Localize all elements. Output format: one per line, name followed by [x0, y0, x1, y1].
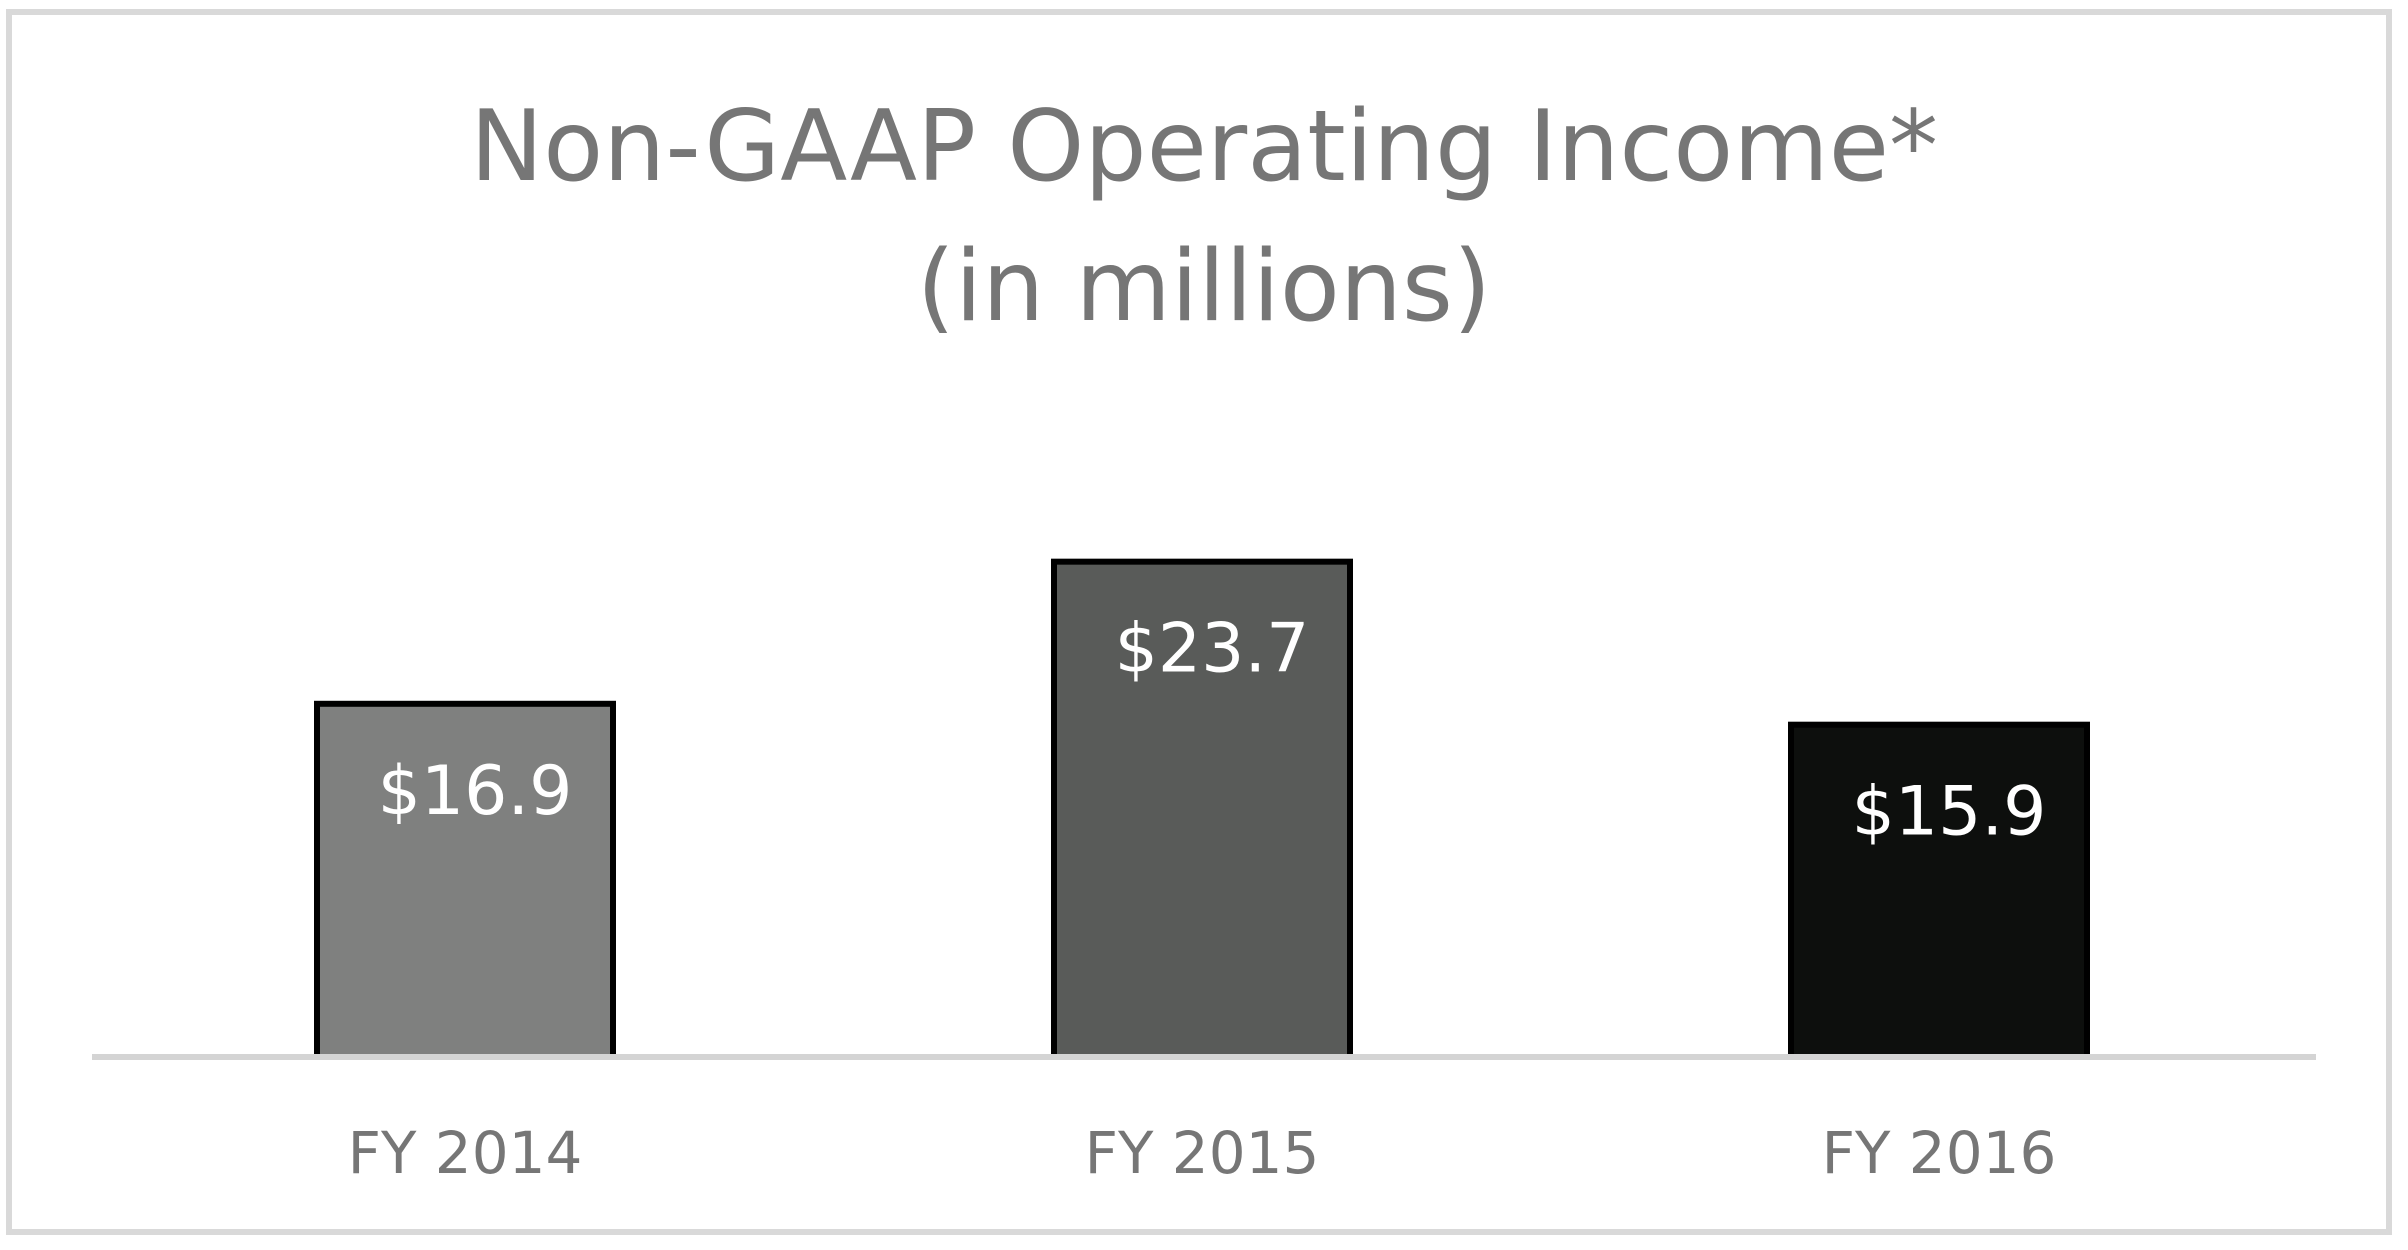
x-tick-label-fy-2015: FY 2015 — [1085, 1119, 1320, 1187]
bar-fy-2014 — [314, 700, 616, 1060]
chart-subtitle: (in millions) — [916, 230, 1492, 344]
labels-layer: $16.9 FY 2014 $23.7 FY 2015 $15.9 FY 2016 — [348, 610, 2057, 1187]
data-label-fy-2016: $15.9 — [1852, 773, 2047, 852]
x-tick-label-fy-2016: FY 2016 — [1822, 1119, 2057, 1187]
chart-title: Non-GAAP Operating Income* — [469, 90, 1939, 204]
bars-layer — [314, 558, 2090, 1060]
bar-fy-2015 — [1051, 558, 1353, 1060]
data-label-fy-2015: $23.7 — [1115, 610, 1310, 689]
data-label-fy-2014: $16.9 — [378, 752, 573, 831]
x-tick-label-fy-2014: FY 2014 — [348, 1119, 583, 1187]
bar-fy-2016 — [1788, 721, 2090, 1060]
